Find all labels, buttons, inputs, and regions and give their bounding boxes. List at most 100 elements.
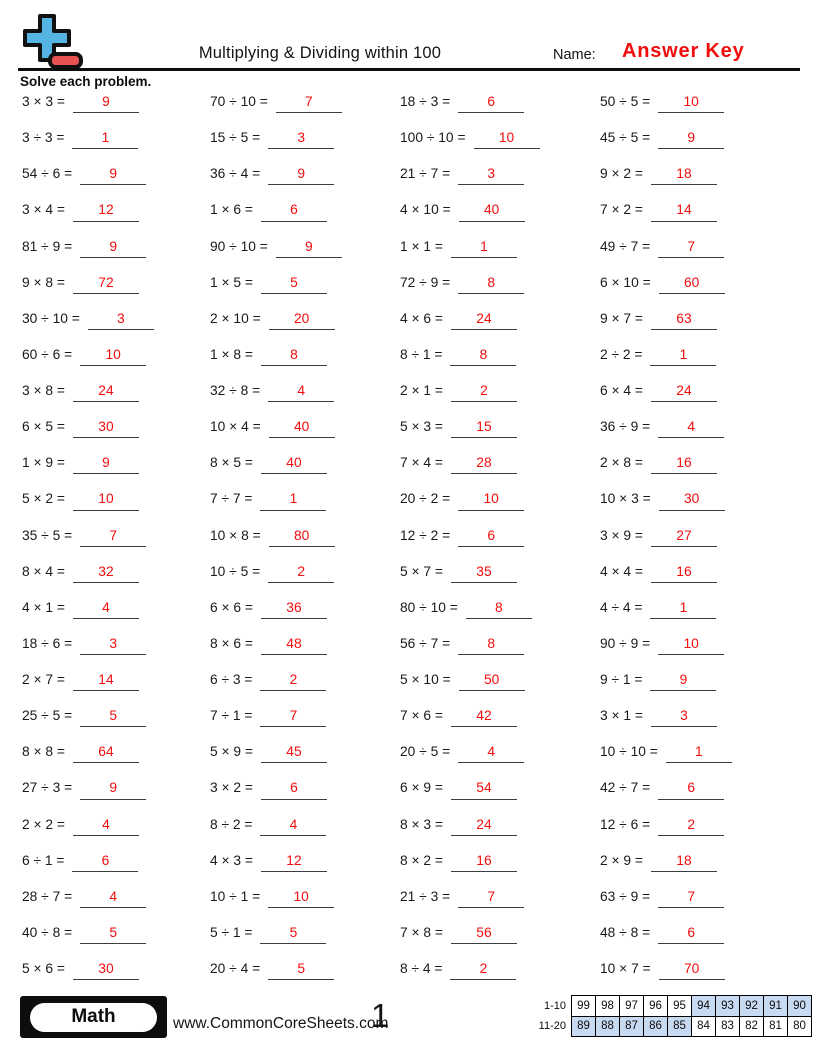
problem: 8 × 2 = 16 <box>400 845 540 881</box>
problem-answer: 30 <box>72 419 139 439</box>
problem-answer: 63 <box>650 311 717 330</box>
problem-answer: 56 <box>450 925 517 945</box>
problem: 7 ÷ 1 = 7 <box>210 700 342 736</box>
problem-equation: 8 ÷ 1 = <box>400 346 443 362</box>
problem: 80 ÷ 10 = 8 <box>400 592 540 628</box>
problem: 6 ÷ 3 = 2 <box>210 664 342 700</box>
problems-column-1: 3 × 3 = 9 3 ÷ 3 = 1 54 ÷ 6 = 9 3 × 4 = 12 81 ÷ 9… <box>22 86 154 989</box>
problem-equation: 5 × 7 = <box>400 563 443 579</box>
problem: 63 ÷ 9 = 7 <box>600 881 732 917</box>
problem-equation: 2 × 2 = <box>22 816 65 832</box>
problem-equation: 18 ÷ 3 = <box>400 94 451 109</box>
grading-score-cell: 93 <box>715 995 740 1017</box>
problem: 3 × 3 = 9 <box>22 86 154 122</box>
problem: 2 × 1 = 2 <box>400 375 540 411</box>
problem: 90 ÷ 9 = 10 <box>600 628 732 664</box>
problem-answer: 32 <box>72 564 139 583</box>
grading-score-cell: 86 <box>643 1015 668 1038</box>
problem-answer: 2 <box>268 564 335 583</box>
website-text: www.CommonCoreSheets.com <box>173 1015 389 1032</box>
grading-table: 1-10 99 98 97 96 95 94 93 92 91 90 11-20 89 88 87 86 85 8… <box>522 995 812 1038</box>
problem-answer: 24 <box>72 383 139 403</box>
problem: 35 ÷ 5 = 7 <box>22 520 154 556</box>
problem-answer: 24 <box>450 817 517 836</box>
page-number: 1 <box>371 997 390 1034</box>
problem-equation: 50 ÷ 5 = <box>600 94 651 109</box>
problem: 4 × 10 = 40 <box>400 194 540 230</box>
problem-equation: 8 × 8 = <box>22 744 65 760</box>
problem-equation: 4 ÷ 4 = <box>600 599 643 615</box>
problem: 10 ÷ 10 = 1 <box>600 736 732 772</box>
problem-equation: 3 × 2 = <box>210 780 253 796</box>
problem: 25 ÷ 5 = 5 <box>22 700 154 736</box>
problem-answer: 16 <box>450 853 517 872</box>
grading-score-cell: 87 <box>619 1015 644 1038</box>
problem-answer: 50 <box>458 672 525 692</box>
problem-answer: 48 <box>260 636 327 656</box>
problem-answer: 10 <box>80 347 147 367</box>
problem-answer: 72 <box>72 275 139 294</box>
problem-answer: 6 <box>260 202 327 222</box>
problem: 8 ÷ 1 = 8 <box>400 339 540 375</box>
problem: 45 ÷ 5 = 9 <box>600 122 732 158</box>
grading-score-cell: 99 <box>571 995 596 1017</box>
problem-answer: 40 <box>458 202 525 222</box>
problem-equation: 70 ÷ 10 = <box>210 94 268 109</box>
problem-equation: 4 × 6 = <box>400 310 443 326</box>
problem: 6 × 10 = 60 <box>600 267 732 303</box>
problem-equation: 90 ÷ 9 = <box>600 635 651 651</box>
problem-answer: 12 <box>72 202 139 222</box>
problem-equation: 8 × 2 = <box>400 852 443 868</box>
grading-score-cell: 85 <box>667 1015 692 1038</box>
problem-answer: 6 <box>458 528 525 547</box>
problem: 56 ÷ 7 = 8 <box>400 628 540 664</box>
answer-key-text: Answer Key <box>622 40 745 62</box>
problem-answer: 64 <box>72 744 139 764</box>
problem-equation: 6 × 10 = <box>600 274 651 290</box>
problem-answer: 3 <box>268 130 335 150</box>
problem-answer: 5 <box>80 708 147 728</box>
problem: 6 × 4 = 24 <box>600 375 732 411</box>
problem-equation: 7 ÷ 1 = <box>210 708 253 724</box>
problem: 70 ÷ 10 = 7 <box>210 86 342 122</box>
problem: 9 × 8 = 72 <box>22 267 154 303</box>
problem-equation: 2 × 9 = <box>600 852 643 868</box>
problem-equation: 6 × 6 = <box>210 599 253 615</box>
problem-equation: 72 ÷ 9 = <box>400 274 451 290</box>
problem-equation: 7 × 4 = <box>400 455 443 471</box>
problem-equation: 48 ÷ 8 = <box>600 924 651 940</box>
problem-equation: 5 × 10 = <box>400 672 451 687</box>
problem-equation: 8 ÷ 4 = <box>400 961 443 976</box>
grading-score-cell: 84 <box>691 1015 716 1038</box>
problem-answer: 10 <box>268 889 335 908</box>
problem-answer: 10 <box>658 94 725 114</box>
problem-equation: 27 ÷ 3 = <box>22 780 73 796</box>
problem-equation: 45 ÷ 5 = <box>600 130 651 146</box>
problem: 5 × 3 = 15 <box>400 411 540 447</box>
problem-equation: 8 ÷ 2 = <box>210 816 253 832</box>
grading-row: 11-20 89 88 87 86 85 84 83 82 81 80 <box>522 1015 812 1038</box>
problem-answer: 9 <box>650 672 717 692</box>
problem-equation: 3 × 3 = <box>22 94 65 109</box>
problem-answer: 10 <box>658 636 725 656</box>
problem-equation: 2 ÷ 2 = <box>600 346 643 362</box>
problem-equation: 5 × 3 = <box>400 419 443 435</box>
problem: 18 ÷ 6 = 3 <box>22 628 154 664</box>
problem-equation: 12 ÷ 6 = <box>600 816 651 832</box>
problem-answer: 16 <box>650 455 717 475</box>
grading-score-cell: 81 <box>763 1015 788 1038</box>
problem: 27 ÷ 3 = 9 <box>22 772 154 808</box>
problem-equation: 5 × 2 = <box>22 491 65 507</box>
problem-answer: 30 <box>658 491 725 511</box>
problem-equation: 49 ÷ 7 = <box>600 238 651 254</box>
problem: 2 × 7 = 14 <box>22 664 154 700</box>
problem-equation: 63 ÷ 9 = <box>600 888 651 904</box>
problem: 9 × 7 = 63 <box>600 303 732 339</box>
problem-answer: 9 <box>268 166 335 186</box>
problem: 3 × 8 = 24 <box>22 375 154 411</box>
problem: 18 ÷ 3 = 6 <box>400 86 540 122</box>
problem-equation: 5 × 9 = <box>210 744 253 760</box>
problem: 21 ÷ 7 = 3 <box>400 158 540 194</box>
problem: 3 × 1 = 3 <box>600 700 732 736</box>
problem-equation: 40 ÷ 8 = <box>22 924 73 940</box>
